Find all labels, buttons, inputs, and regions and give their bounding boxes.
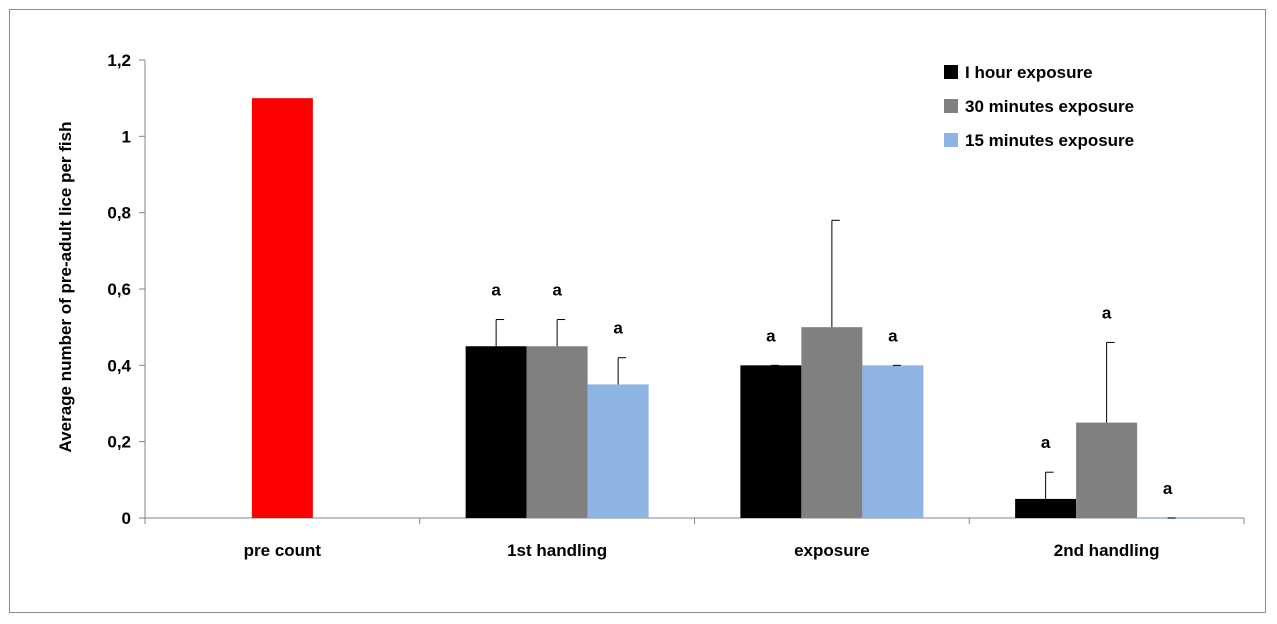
y-tick-label: 0,4 [107, 356, 131, 375]
bar [740, 365, 802, 518]
significance-label: a [1102, 303, 1112, 322]
bar [1015, 498, 1077, 518]
bar-baseline [251, 98, 313, 519]
significance-label: a [1041, 433, 1051, 452]
legend-label: 30 minutes exposure [965, 97, 1134, 116]
bar [862, 365, 924, 518]
significance-label: a [1163, 479, 1173, 498]
significance-label: a [766, 326, 776, 345]
y-tick-label: 1 [122, 127, 131, 146]
significance-label: a [888, 326, 898, 345]
y-tick-label: 0 [122, 509, 131, 528]
legend: I hour exposure 30 minutes exposure 15 min… [944, 63, 1134, 150]
x-category-label: 1st handling [507, 541, 607, 560]
x-axis: pre count 1st handling exposure 2nd handlin… [144, 517, 1245, 560]
bar [587, 384, 649, 518]
legend-label: 15 minutes exposure [965, 131, 1134, 150]
y-tick-label: 0,2 [107, 433, 131, 452]
x-category-label: exposure [794, 541, 870, 560]
significance-label: a [491, 281, 501, 300]
y-axis-title: Average number of pre-adult lice per fis… [56, 122, 75, 453]
bar [526, 346, 588, 518]
bar [801, 327, 863, 518]
legend-swatch [944, 65, 958, 79]
legend-swatch [944, 133, 958, 147]
legend-swatch [944, 99, 958, 113]
bar [1076, 422, 1138, 518]
y-tick-label: 0,6 [107, 280, 131, 299]
bars: a a a a a a a a [251, 98, 1199, 519]
y-tick-label: 0,8 [107, 204, 131, 223]
x-category-label: pre count [244, 541, 322, 560]
y-axis: 0 0,2 0,4 0,6 0,8 1 1,2 [107, 51, 146, 528]
legend-label: I hour exposure [965, 63, 1093, 82]
bar [465, 346, 527, 518]
x-category-label: 2nd handling [1054, 541, 1160, 560]
significance-label: a [552, 281, 562, 300]
y-tick-label: 1,2 [107, 51, 131, 70]
significance-label: a [613, 319, 623, 338]
